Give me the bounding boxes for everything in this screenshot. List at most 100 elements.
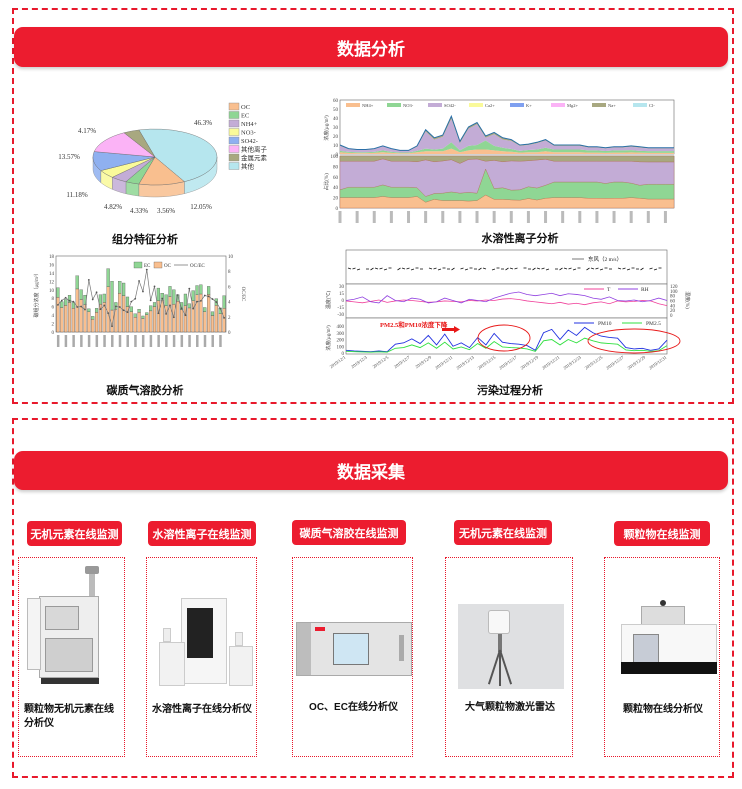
wind-arrow bbox=[590, 267, 595, 270]
wind-arrow bbox=[622, 267, 626, 270]
carbon-ratio-point bbox=[157, 312, 160, 315]
carbon-date-tick bbox=[196, 335, 199, 347]
inorganic-analyzer-image bbox=[27, 566, 107, 686]
carbon-date-tick bbox=[180, 335, 184, 347]
ions-date-tick bbox=[629, 211, 633, 223]
temp-ytick: 15 bbox=[339, 292, 345, 297]
pie-slice bbox=[93, 132, 156, 158]
ions-date-tick bbox=[355, 211, 359, 223]
ions-legend-swatch bbox=[428, 103, 442, 107]
carbon-bar-ec bbox=[156, 287, 160, 301]
carbon-bar-ec bbox=[195, 285, 199, 295]
carbon-bar-oc bbox=[214, 305, 218, 333]
carbon-date-tick bbox=[157, 335, 160, 347]
carbon-ytick: 16 bbox=[49, 263, 55, 268]
wind-arrow bbox=[541, 267, 545, 270]
wind-arrow bbox=[568, 267, 572, 270]
carbon-ratio-point bbox=[64, 296, 67, 299]
rh-ytick: 60 bbox=[670, 300, 676, 305]
carbon-legend-oc: OC bbox=[164, 264, 172, 269]
temp-ylabel: 温度(℃) bbox=[325, 291, 332, 310]
pm-date-tick: 2019/12/9 bbox=[414, 354, 432, 369]
carbon-ratio-point bbox=[126, 311, 129, 314]
wind-arrow bbox=[383, 268, 388, 271]
rh-legend: RH bbox=[641, 287, 649, 293]
ions-legend-label: Mg2+ bbox=[567, 103, 579, 108]
ions-legend-label: Na+ bbox=[608, 103, 616, 108]
product-card-lidar[interactable]: 大气颗粒物激光雷达 bbox=[445, 557, 573, 757]
carbon-bar-ec bbox=[168, 286, 172, 297]
carbon-ratio-point bbox=[80, 305, 83, 308]
carbon-ratio-point bbox=[199, 300, 202, 302]
carbon-chart-title: 碳质气溶胶分析 bbox=[106, 385, 184, 397]
carbon-bar-ec bbox=[125, 296, 130, 307]
ions-date-tick bbox=[544, 211, 548, 223]
carbon-ylabel: 碳组分浓度（μg/m³） bbox=[33, 271, 40, 318]
product-card-ion-analyzer[interactable]: 水溶性离子在线分析仪 bbox=[146, 557, 257, 757]
carbon-date-tick bbox=[165, 335, 168, 347]
wind-arrow bbox=[653, 268, 658, 271]
carbon-ratio-point bbox=[57, 304, 59, 306]
ions-legend-swatch bbox=[387, 103, 401, 107]
lidar-name: 大气颗粒物激光雷达 bbox=[465, 702, 555, 713]
ocec-analyzer-name: OC、EC在线分析仪 bbox=[309, 702, 398, 713]
pie-legend-label: EC bbox=[241, 113, 249, 120]
ions-date-tick bbox=[663, 211, 667, 223]
pm-date-tick: 2019/12/25 bbox=[584, 354, 604, 370]
ions-chart-title: 水溶性离子分析 bbox=[481, 233, 559, 245]
carbon-ratio-point bbox=[122, 309, 125, 312]
ions-pct-area bbox=[339, 155, 675, 164]
carbon-ratio-point bbox=[176, 294, 179, 296]
carbon-bar-oc bbox=[195, 294, 199, 333]
carbon-bar-ec bbox=[60, 301, 64, 308]
wind-arrow bbox=[640, 267, 644, 271]
pie-legend-label: 金属元素 bbox=[241, 153, 268, 162]
carbon-ratio-point bbox=[68, 299, 71, 302]
carbon-date-tick bbox=[149, 335, 153, 347]
carbon-ratio-point bbox=[188, 287, 191, 290]
temp-ytick: -30 bbox=[337, 313, 344, 318]
wind-arrow bbox=[478, 267, 482, 271]
ions-date-tick bbox=[646, 211, 650, 223]
ions-bottom-ylabel: 占比(%) bbox=[323, 173, 330, 191]
product-card-ocec-analyzer[interactable]: OC、EC在线分析仪 bbox=[292, 557, 413, 757]
t-legend: T bbox=[607, 287, 611, 293]
carbon-bar-oc bbox=[67, 302, 72, 333]
carbon-ratio-point bbox=[192, 307, 195, 310]
ions-date-tick bbox=[372, 211, 376, 223]
carbon-ytick: 8 bbox=[52, 297, 55, 302]
carbon-date-tick bbox=[211, 335, 214, 347]
carbon-bar-oc bbox=[79, 299, 83, 333]
carbon-bar-ec bbox=[133, 313, 137, 318]
temp-ytick: 0 bbox=[342, 299, 345, 304]
pie-legend-swatch bbox=[228, 162, 240, 170]
carbon-ratio-point bbox=[138, 280, 140, 282]
carbon-bar-ec bbox=[152, 302, 157, 307]
carbon-bar-oc bbox=[168, 296, 172, 333]
composition-pie-chart: 46.3% 12.05% 3.56% 4.33% 4.82% 11.18% 13.57% 4.… bbox=[58, 102, 268, 215]
carbon-ytick: 12 bbox=[49, 280, 55, 285]
ions-date-tick bbox=[595, 211, 599, 223]
wind-arrow bbox=[536, 267, 541, 270]
wind-arrow bbox=[428, 267, 433, 270]
carbon-bar-chart: 0 2 4 6 8 10 12 14 16 18 0 2 4 6 8 10 碳组分浓度（μg/m³） OC/EC E… bbox=[33, 255, 245, 347]
pm-date-tick: 2019/12/5 bbox=[372, 354, 390, 369]
ions-bottom-ytick: 80 bbox=[333, 165, 339, 170]
wind-arrow bbox=[563, 267, 568, 270]
composition-chart-title: 组分特征分析 bbox=[112, 234, 178, 246]
wind-arrow bbox=[374, 267, 379, 270]
collection-section bbox=[12, 418, 734, 778]
tag-inorganic-elements: 无机元素在线监测 bbox=[27, 521, 122, 546]
wind-arrow bbox=[460, 267, 464, 270]
pie-value-label: 4.82% bbox=[104, 203, 122, 211]
carbon-ratio-point bbox=[99, 308, 102, 311]
highlight-circle bbox=[587, 328, 681, 354]
wind-arrow bbox=[491, 268, 496, 271]
product-card-inorganic-analyzer[interactable]: 颗粒物无机元素在线分析仪 bbox=[18, 557, 125, 757]
carbon-ratio-point bbox=[219, 307, 222, 310]
wind-arrow bbox=[532, 267, 536, 271]
pie-legend-label: NO3- bbox=[241, 130, 256, 137]
product-card-particulate-analyzer[interactable]: 颗粒物在线分析仪 bbox=[604, 557, 720, 757]
pie-slice bbox=[123, 129, 156, 158]
ions-conc-area bbox=[340, 140, 674, 154]
